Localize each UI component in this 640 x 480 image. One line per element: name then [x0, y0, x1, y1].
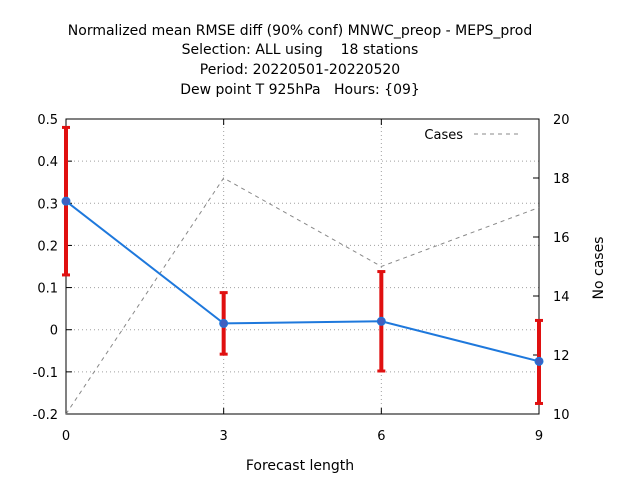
- y2-tick-label: 12: [553, 349, 570, 364]
- y-tick-label: 0.5: [37, 113, 58, 128]
- cases-line: [65, 177, 540, 415]
- rmse-diff-line: [65, 200, 540, 363]
- y-tick-label: 0.2: [37, 239, 58, 254]
- y-tick-label: 0.1: [37, 282, 58, 297]
- x-axis-label: Forecast length: [246, 458, 354, 474]
- legend: Cases: [424, 128, 520, 143]
- y2-tick-label: 16: [553, 231, 570, 246]
- grid: [65, 118, 540, 415]
- y2-tick-label: 14: [553, 290, 570, 305]
- data-point: [219, 318, 229, 328]
- y2-tick-label: 10: [553, 408, 570, 423]
- series: [61, 125, 544, 415]
- x-tick-label: 0: [62, 429, 70, 444]
- chart-title-line-2: Selection: ALL using 18 stations: [182, 42, 419, 58]
- y-tick-label: -0.2: [33, 408, 58, 423]
- y-tick-label: 0.3: [37, 197, 58, 212]
- legend-label-cases: Cases: [424, 128, 463, 143]
- chart-title-line-4: Dew point T 925hPa Hours: {09}: [180, 82, 420, 98]
- x-tick-label: 6: [377, 429, 385, 444]
- y2-tick-label: 18: [553, 172, 570, 187]
- plot-border: [65, 118, 540, 415]
- chart-title: Normalized mean RMSE diff (90% conf) MNW…: [68, 23, 532, 98]
- x-tick-label: 9: [535, 429, 543, 444]
- y-tick-label: 0.4: [37, 155, 58, 170]
- chart-title-line-1: Normalized mean RMSE diff (90% conf) MNW…: [68, 23, 532, 39]
- data-point: [534, 356, 544, 366]
- x-tick-label: 3: [220, 429, 228, 444]
- axis-ticks: -0.2 -0.1 0 0.1 0.2 0.3 0.4 0.5 0 3 6 9 10 12 14 16 18 20: [33, 113, 570, 444]
- plot-frame: [65, 118, 540, 415]
- data-point: [61, 196, 71, 206]
- data-point: [376, 316, 386, 326]
- y-tick-label: 0: [50, 324, 58, 339]
- y-tick-label: -0.1: [33, 366, 58, 381]
- y2-axis-label: No cases: [591, 237, 607, 300]
- chart-title-line-3: Period: 20220501-20220520: [200, 62, 400, 78]
- y2-tick-label: 20: [553, 113, 570, 128]
